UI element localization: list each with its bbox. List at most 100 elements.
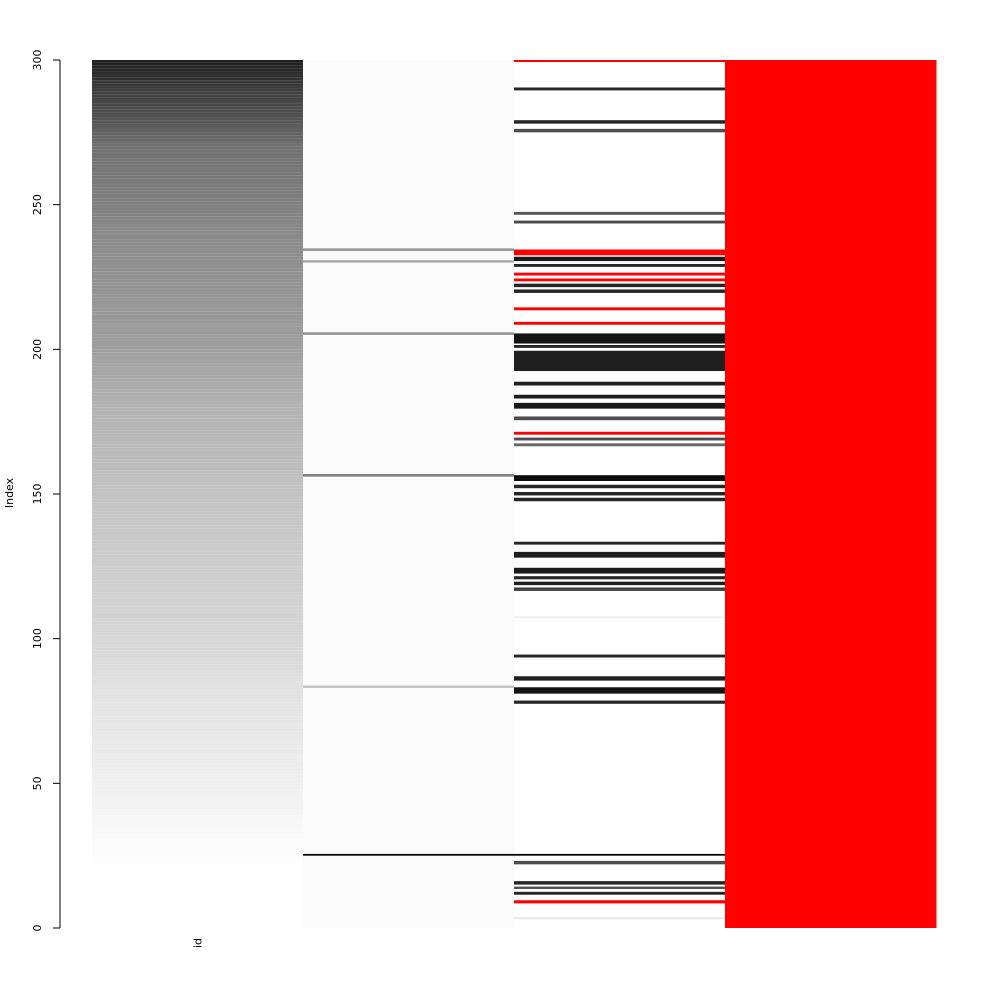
heatmap-cell — [92, 901, 304, 905]
heatmap-cell — [92, 88, 304, 92]
heatmap-cell — [92, 586, 304, 590]
heatmap-cell — [92, 71, 304, 75]
heatmap-cell — [92, 242, 304, 246]
heatmap-cell — [92, 725, 304, 729]
heatmap-cell — [92, 803, 304, 807]
heatmap-cell — [92, 820, 304, 824]
heatmap-cell — [92, 456, 304, 460]
heatmap-cell — [92, 392, 304, 396]
heatmap-cell — [92, 835, 304, 839]
heatmap-cell — [92, 86, 304, 89]
heatmap-band — [514, 220, 726, 224]
heatmap-cell — [92, 433, 304, 437]
heatmap-cell — [92, 679, 304, 683]
heatmap-band — [303, 332, 515, 335]
heatmap-cell — [92, 340, 304, 344]
heatmap-cell — [92, 522, 304, 526]
heatmap-cell — [92, 684, 304, 688]
heatmap-cell — [92, 826, 304, 830]
heatmap-cell — [92, 143, 304, 147]
heatmap-cell — [92, 204, 304, 208]
heatmap-cell — [92, 467, 304, 471]
heatmap-cell — [92, 818, 304, 821]
heatmap-cell — [92, 439, 304, 442]
heatmap-cell — [92, 262, 304, 266]
heatmap-band — [514, 394, 726, 399]
heatmap-cell — [92, 757, 304, 761]
heatmap-cell — [92, 337, 304, 341]
heatmap-cell — [92, 609, 304, 613]
heatmap-cell — [92, 783, 304, 787]
heatmap-cell — [92, 126, 304, 130]
heatmap-cell — [92, 890, 304, 894]
heatmap-band — [514, 381, 726, 386]
heatmap-cell — [92, 899, 304, 902]
heatmap-band — [514, 491, 726, 496]
heatmap-cell — [92, 543, 304, 547]
heatmap-cell — [92, 470, 304, 474]
heatmap-cell — [92, 644, 304, 648]
heatmap-cell — [92, 360, 304, 364]
y-axis-ticks: 0 50 100 150 200 250 300 — [31, 50, 60, 932]
heatmap-cell — [92, 473, 304, 477]
heatmap-cell — [92, 120, 304, 124]
heatmap-cell — [92, 227, 304, 231]
heatmap-cell — [92, 152, 304, 156]
heatmap-cell — [92, 271, 304, 275]
heatmap-cell — [92, 80, 304, 84]
heatmap-cell — [92, 734, 304, 738]
heatmap-band — [514, 344, 726, 348]
heatmap-cell — [92, 907, 304, 911]
heatmap-cell — [92, 178, 304, 182]
heatmap-cell — [92, 566, 304, 570]
heatmap-cell — [92, 317, 304, 321]
heatmap-cell — [92, 601, 304, 604]
heatmap-cell — [92, 291, 304, 295]
heatmap-cell — [92, 708, 304, 711]
heatmap-cell — [92, 575, 304, 578]
heatmap-cell — [92, 690, 304, 694]
heatmap-cell — [92, 233, 304, 237]
heatmap-cell — [92, 748, 304, 752]
heatmap-cell — [92, 476, 304, 480]
heatmap-cell — [92, 184, 304, 188]
heatmap-cell — [92, 534, 304, 538]
heatmap-band — [303, 474, 515, 477]
heatmap-cell — [92, 465, 304, 468]
heatmap-band — [514, 263, 726, 267]
heatmap-cell — [92, 65, 304, 69]
heatmap-cell — [92, 647, 304, 651]
heatmap-cell — [92, 870, 304, 874]
heatmap-cell — [92, 722, 304, 726]
heatmap-cell — [92, 615, 304, 619]
heatmap-cell — [92, 742, 304, 746]
heatmap-cell — [92, 311, 304, 315]
heatmap-cell — [92, 155, 304, 159]
heatmap-cell — [92, 896, 304, 900]
heatmap-cell — [92, 491, 304, 494]
heatmap-band — [514, 307, 726, 311]
heatmap-cell — [92, 401, 304, 405]
heatmap-cell — [92, 699, 304, 703]
heatmap-cell — [92, 294, 304, 298]
heatmap-band — [514, 886, 726, 889]
heatmap-cell — [92, 331, 304, 335]
heatmap-cell — [92, 768, 304, 772]
heatmap-cell — [92, 334, 304, 338]
y-axis-title: Index — [3, 477, 16, 508]
heatmap-cell — [92, 595, 304, 599]
heatmap-band — [514, 567, 726, 574]
heatmap-cell — [92, 832, 304, 836]
heatmap-cell — [92, 893, 304, 897]
heatmap-cell — [92, 444, 304, 448]
heatmap-cell — [92, 627, 304, 630]
y-tick-label: 300 — [31, 50, 44, 71]
heatmap-band — [514, 860, 726, 865]
heatmap-band — [514, 484, 726, 489]
heatmap-cell — [92, 219, 304, 223]
heatmap-cell — [92, 563, 304, 567]
heatmap-cell — [92, 737, 304, 740]
heatmap-cell — [92, 94, 304, 98]
heatmap-cell — [92, 653, 304, 657]
heatmap-cell — [92, 763, 304, 766]
